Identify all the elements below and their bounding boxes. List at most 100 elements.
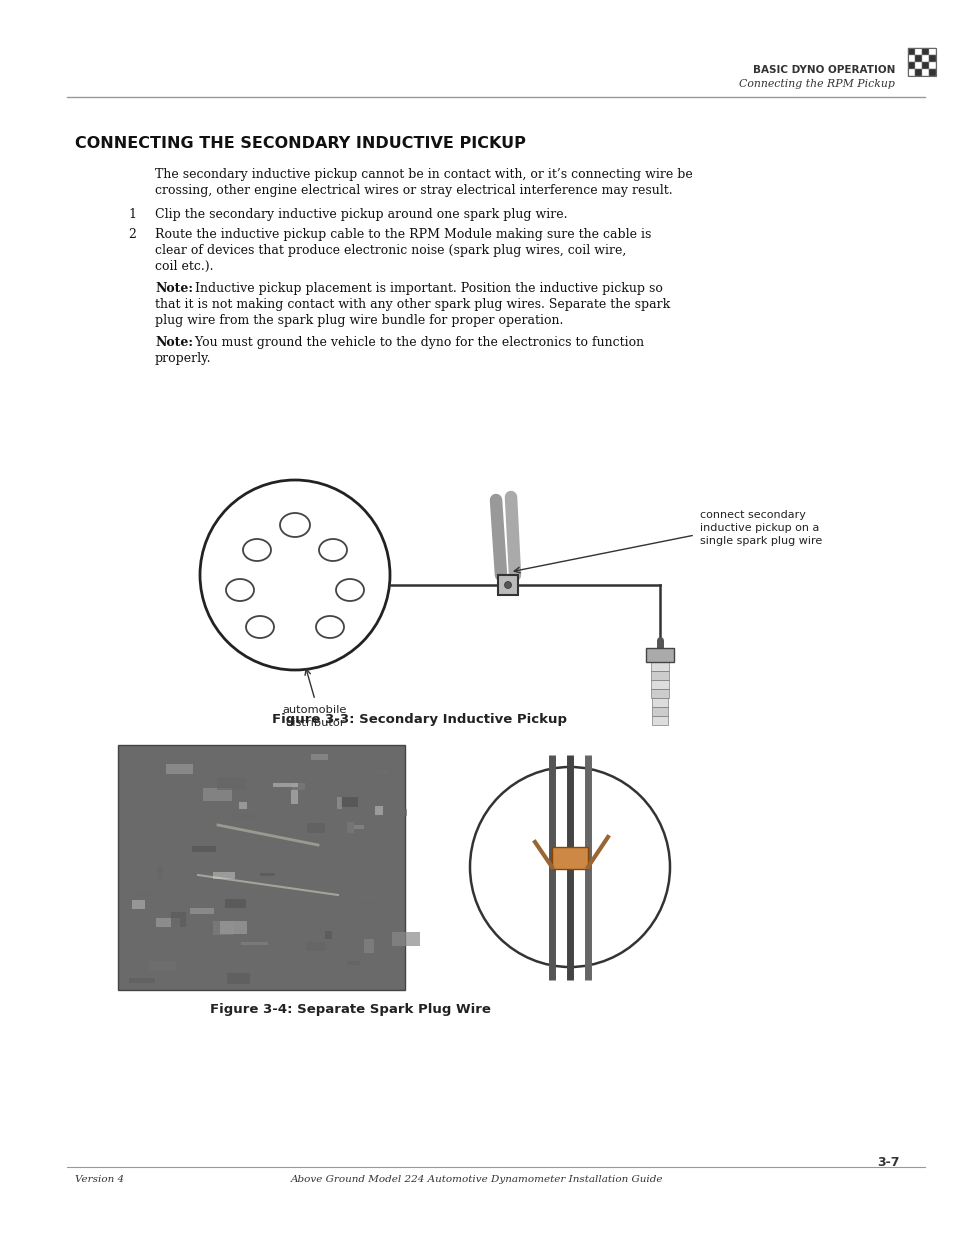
Text: inductive pickup on a: inductive pickup on a: [700, 522, 819, 534]
Bar: [928, 48, 935, 56]
Bar: [914, 69, 921, 77]
Bar: [907, 62, 914, 69]
Text: properly.: properly.: [154, 352, 212, 366]
Bar: [166, 763, 193, 774]
Bar: [497, 576, 517, 595]
Bar: [203, 788, 232, 800]
Bar: [259, 873, 275, 876]
Text: BASIC DYNO OPERATION: BASIC DYNO OPERATION: [752, 65, 894, 75]
Bar: [645, 648, 673, 662]
Text: single spark plug wire: single spark plug wire: [700, 536, 821, 546]
Bar: [129, 978, 154, 983]
Bar: [132, 899, 145, 909]
Text: automobile: automobile: [282, 705, 347, 715]
Ellipse shape: [315, 616, 344, 638]
Bar: [325, 931, 332, 939]
Bar: [293, 783, 304, 790]
Bar: [241, 942, 268, 945]
Bar: [172, 913, 186, 926]
Text: Inductive pickup placement is important. Position the inductive pickup so: Inductive pickup placement is important.…: [191, 282, 662, 295]
Bar: [192, 846, 215, 852]
Bar: [362, 897, 375, 900]
Bar: [149, 961, 176, 972]
Bar: [340, 797, 358, 806]
Bar: [389, 809, 407, 816]
Bar: [311, 753, 328, 760]
Ellipse shape: [335, 579, 364, 601]
Bar: [907, 48, 914, 56]
Bar: [907, 69, 914, 77]
Text: Connecting the RPM Pickup: Connecting the RPM Pickup: [739, 79, 894, 89]
Text: clear of devices that produce electronic noise (spark plug wires, coil wire,: clear of devices that produce electronic…: [154, 245, 625, 257]
Circle shape: [504, 582, 511, 589]
Bar: [306, 942, 324, 951]
Bar: [225, 899, 246, 908]
Text: that it is not making contact with any other spark plug wires. Separate the spar: that it is not making contact with any o…: [154, 298, 670, 311]
Bar: [921, 62, 928, 69]
Bar: [914, 48, 921, 56]
Text: plug wire from the spark plug wire bundle for proper operation.: plug wire from the spark plug wire bundl…: [154, 314, 563, 327]
Bar: [921, 56, 928, 62]
Bar: [213, 921, 233, 935]
Bar: [378, 771, 388, 774]
Text: 2: 2: [128, 228, 135, 241]
Bar: [651, 671, 668, 680]
Bar: [118, 745, 405, 990]
Bar: [375, 806, 383, 815]
Bar: [921, 48, 928, 56]
Bar: [928, 69, 935, 77]
Bar: [651, 689, 668, 698]
Ellipse shape: [246, 616, 274, 638]
Bar: [651, 680, 668, 689]
Bar: [650, 662, 668, 671]
Text: coil etc.).: coil etc.).: [154, 261, 213, 273]
Bar: [213, 872, 234, 879]
Bar: [921, 69, 928, 77]
Bar: [231, 814, 256, 821]
Text: 3-7: 3-7: [877, 1156, 899, 1168]
Text: Note:: Note:: [154, 282, 193, 295]
Bar: [354, 825, 364, 829]
Bar: [217, 777, 245, 790]
Bar: [173, 821, 192, 830]
Text: You must ground the vehicle to the dyno for the electronics to function: You must ground the vehicle to the dyno …: [191, 336, 643, 350]
Text: 1: 1: [128, 207, 136, 221]
Bar: [133, 893, 151, 897]
Bar: [156, 867, 163, 881]
Text: Note:: Note:: [154, 336, 193, 350]
Text: Route the inductive pickup cable to the RPM Module making sure the cable is: Route the inductive pickup cable to the …: [154, 228, 651, 241]
Bar: [346, 961, 359, 965]
Ellipse shape: [243, 538, 271, 561]
Bar: [227, 973, 250, 983]
Bar: [364, 939, 374, 952]
Bar: [291, 790, 297, 804]
Bar: [347, 821, 354, 832]
Bar: [156, 918, 180, 927]
Bar: [914, 62, 921, 69]
Text: distributor: distributor: [285, 718, 344, 727]
Circle shape: [200, 480, 390, 671]
Bar: [907, 56, 914, 62]
Bar: [219, 920, 247, 934]
Bar: [907, 48, 935, 77]
Ellipse shape: [226, 579, 253, 601]
Bar: [928, 62, 935, 69]
Bar: [928, 56, 935, 62]
Text: Clip the secondary inductive pickup around one spark plug wire.: Clip the secondary inductive pickup arou…: [154, 207, 567, 221]
Bar: [651, 716, 667, 725]
Bar: [306, 824, 324, 832]
Text: crossing, other engine electrical wires or stray electrical interference may res: crossing, other engine electrical wires …: [154, 184, 672, 198]
Bar: [190, 908, 213, 914]
Bar: [336, 797, 342, 809]
Bar: [651, 706, 667, 716]
Text: CONNECTING THE SECONDARY INDUCTIVE PICKUP: CONNECTING THE SECONDARY INDUCTIVE PICKU…: [75, 136, 525, 151]
Text: Version 4: Version 4: [75, 1176, 124, 1184]
Text: Figure 3-4: Separate Spark Plug Wire: Figure 3-4: Separate Spark Plug Wire: [210, 1004, 490, 1016]
Bar: [238, 803, 247, 809]
Bar: [552, 847, 587, 869]
Text: The secondary inductive pickup cannot be in contact with, or it’s connecting wir: The secondary inductive pickup cannot be…: [154, 168, 692, 182]
Text: connect secondary: connect secondary: [700, 510, 805, 520]
Bar: [391, 932, 419, 946]
Bar: [914, 56, 921, 62]
Bar: [651, 698, 668, 706]
